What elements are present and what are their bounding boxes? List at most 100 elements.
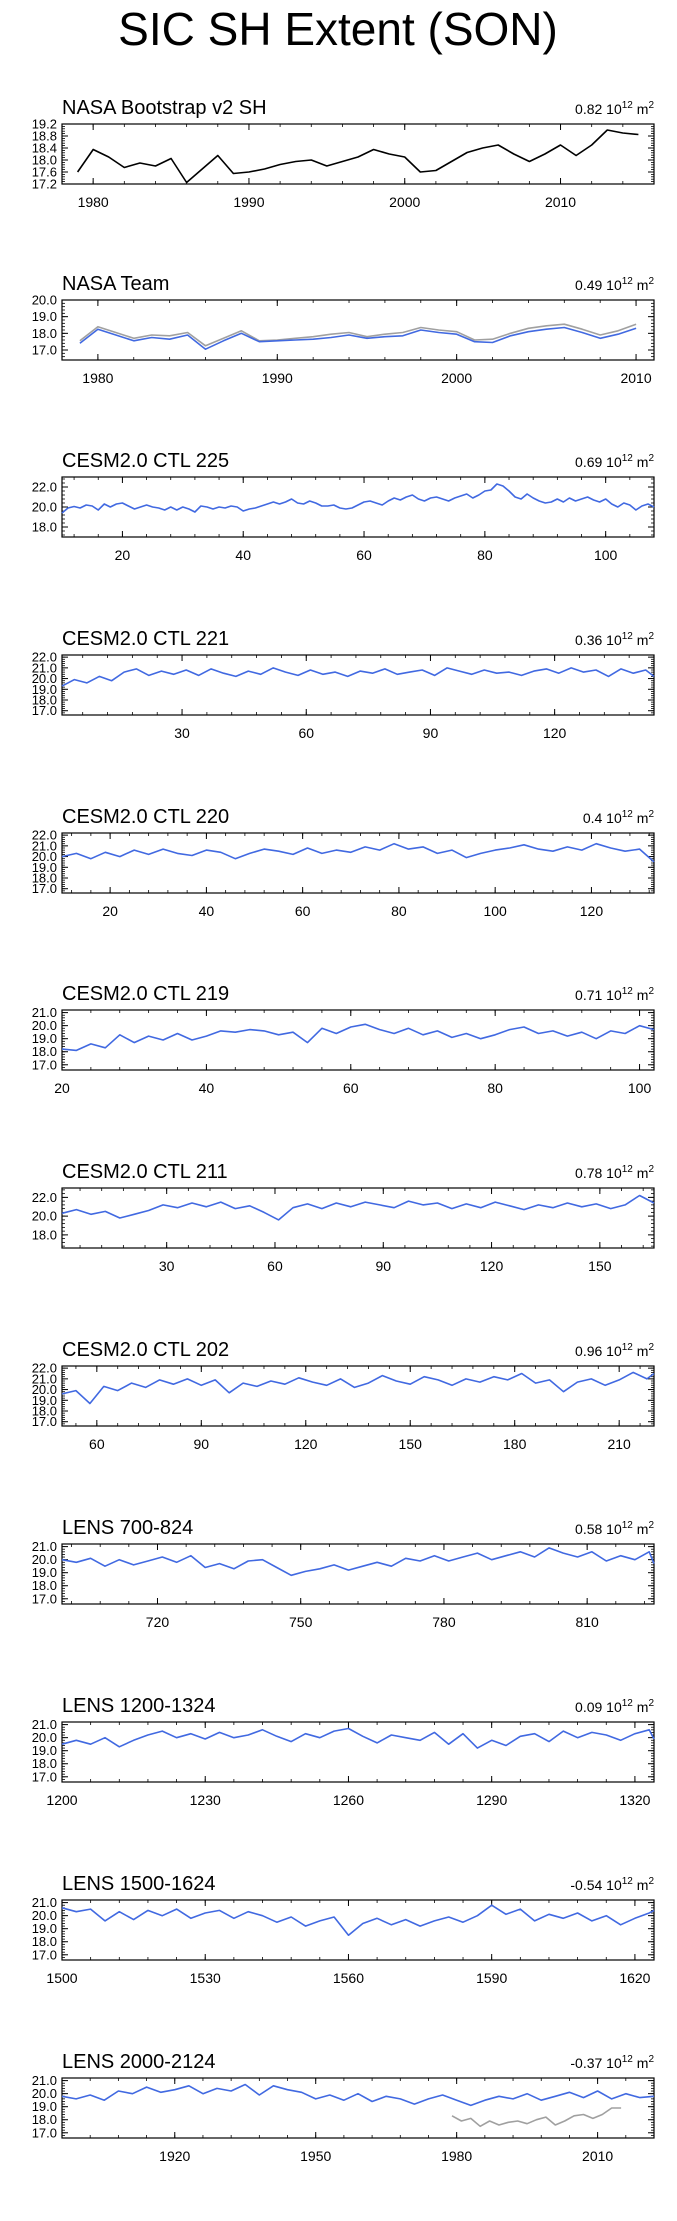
y-tick-label: 18.0	[32, 326, 57, 341]
trend-value: -0.54 1012 m2	[570, 1876, 654, 1893]
x-tick-label: 90	[194, 1436, 210, 1452]
trend-value: 0.49 1012 m2	[575, 276, 654, 293]
x-tick-label: 1590	[476, 1970, 507, 1986]
panel-5: CESM2.0 CTL 220 0.4 1012 m217.018.019.020…	[32, 806, 655, 919]
panel-11: LENS 1500-1624 -0.54 1012 m217.018.019.02…	[32, 1873, 655, 1986]
x-tick-label: 120	[580, 903, 604, 919]
x-tick-label: 40	[199, 1080, 215, 1096]
trend-value: 0.82 1012 m2	[575, 100, 654, 117]
x-tick-label: 1200	[46, 1792, 77, 1808]
x-tick-label: 1990	[233, 194, 264, 210]
panel-4: CESM2.0 CTL 221 0.36 1012 m217.018.019.02…	[32, 628, 655, 741]
y-tick-label: 17.0	[32, 1591, 57, 1606]
x-tick-label: 150	[399, 1436, 423, 1452]
panel-label: CESM2.0 CTL 219	[62, 983, 229, 1005]
x-tick-label: 1920	[159, 2148, 190, 2164]
x-tick-label: 150	[588, 1258, 612, 1274]
x-tick-label: 60	[298, 725, 314, 741]
y-tick-label: 18.0	[32, 871, 57, 886]
x-tick-label: 2000	[389, 194, 420, 210]
trend-value: -0.37 1012 m2	[570, 2054, 654, 2071]
series-line	[61, 1547, 655, 1577]
x-tick-label: 2010	[545, 194, 576, 210]
y-tick-label: 19.0	[32, 309, 57, 324]
trend-value: 0.69 1012 m2	[575, 453, 654, 470]
trend-value: 0.58 1012 m2	[575, 1520, 654, 1537]
x-tick-label: 90	[375, 1258, 391, 1274]
y-tick-label: 19.2	[32, 117, 57, 132]
y-tick-label: 20.0	[32, 849, 57, 864]
y-tick-label: 18.0	[32, 1044, 57, 1059]
x-tick-label: 1950	[300, 2148, 331, 2164]
y-tick-label: 21.0	[32, 1005, 57, 1020]
y-tick-label: 18.0	[32, 1934, 57, 1949]
x-tick-label: 20	[54, 1080, 70, 1096]
y-tick-label: 17.0	[32, 1769, 57, 1784]
y-tick-label: 19.0	[32, 1393, 57, 1408]
y-tick-label: 19.0	[32, 682, 57, 697]
y-tick-label: 22.0	[32, 480, 57, 495]
x-tick-label: 1530	[190, 1970, 221, 1986]
y-tick-label: 18.0	[32, 520, 57, 535]
x-tick-label: 40	[235, 547, 251, 563]
x-tick-label: 120	[294, 1436, 318, 1452]
x-tick-label: 30	[159, 1258, 175, 1274]
x-tick-label: 2010	[620, 370, 651, 386]
y-tick-label: 18.0	[32, 1227, 57, 1242]
y-tick-label: 20.0	[32, 1382, 57, 1397]
x-tick-label: 30	[174, 725, 190, 741]
y-tick-label: 20.0	[32, 1018, 57, 1033]
x-tick-label: 80	[391, 903, 407, 919]
panel-label: NASA Team	[62, 273, 169, 295]
panel-1: NASA Bootstrap v2 SH 0.82 1012 m2 17.217.6…	[32, 97, 655, 210]
panel-label: NASA Bootstrap v2 SH	[62, 97, 267, 119]
series-line	[61, 667, 655, 687]
y-tick-label: 18.0	[32, 2112, 57, 2127]
x-tick-label: 40	[199, 903, 215, 919]
panel-12: LENS 2000-2124 -0.37 1012 m217.018.019.02…	[32, 2051, 655, 2164]
y-tick-label: 18.0	[32, 693, 57, 708]
y-tick-label: 21.0	[32, 1371, 57, 1386]
x-tick-label: 80	[477, 547, 493, 563]
y-tick-label: 22.0	[32, 650, 57, 665]
panel-label: LENS 1200-1324	[62, 1695, 215, 1717]
x-tick-label: 20	[102, 903, 118, 919]
x-tick-label: 750	[289, 1614, 313, 1630]
y-tick-label: 17.0	[32, 881, 57, 896]
x-tick-label: 1290	[476, 1792, 507, 1808]
panel-label: CESM2.0 CTL 221	[62, 628, 229, 650]
series-line	[61, 1371, 655, 1405]
x-tick-label: 60	[89, 1436, 105, 1452]
y-tick-label: 18.8	[32, 129, 57, 144]
y-tick-label: 19.0	[32, 1565, 57, 1580]
panel-7: CESM2.0 CTL 211 0.78 1012 m2 18.0 20.0 22.0 3…	[32, 1161, 655, 1274]
panel-2: NASA Team 0.49 1012 m2 17.0 18.0 19.020.0 198…	[32, 273, 655, 386]
series-line	[76, 129, 639, 184]
plot-frame	[61, 654, 655, 716]
x-tick-label: 120	[543, 725, 567, 741]
y-tick-label: 20.0	[32, 293, 57, 308]
y-tick-label: 20.0	[32, 1209, 57, 1224]
x-tick-label: 100	[594, 547, 618, 563]
y-tick-label: 19.0	[32, 860, 57, 875]
x-tick-label: 60	[343, 1080, 359, 1096]
panels: NASA Bootstrap v2 SH 0.82 1012 m2 17.217.6…	[32, 97, 655, 2164]
y-tick-label: 17.0	[32, 1414, 57, 1429]
x-tick-label: 780	[432, 1614, 456, 1630]
x-tick-label: 100	[483, 903, 507, 919]
y-tick-label: 18.0	[32, 1404, 57, 1419]
plot-frame	[61, 123, 655, 185]
x-tick-label: 1320	[619, 1792, 650, 1808]
y-tick-label: 21.0	[32, 1895, 57, 1910]
series-line	[61, 2083, 655, 2107]
y-tick-label: 17.0	[32, 1947, 57, 1962]
series-line	[61, 1194, 655, 1221]
x-tick-label: 720	[146, 1614, 170, 1630]
y-tick-label: 20.0	[32, 671, 57, 686]
trend-value: 0.36 1012 m2	[575, 631, 654, 648]
y-tick-label: 21.0	[32, 660, 57, 675]
x-tick-label: 90	[423, 725, 439, 741]
y-tick-label: 21.0	[32, 838, 57, 853]
y-tick-label: 17.0	[32, 1057, 57, 1072]
panel-label: LENS 2000-2124	[62, 2051, 215, 2073]
